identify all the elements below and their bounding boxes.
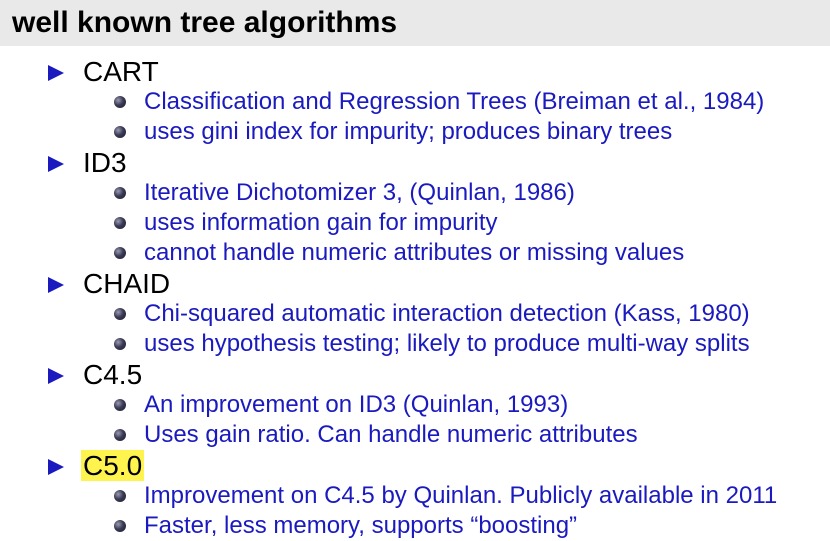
- triangle-bullet-icon: [48, 277, 64, 293]
- sub-item-text: uses information gain for impurity: [144, 209, 498, 236]
- slide-title: well known tree algorithms: [12, 6, 398, 39]
- sub-list-item: Uses gain ratio. Can handle numeric attr…: [0, 420, 830, 450]
- item-label: C4.5: [83, 359, 143, 390]
- triangle-bullet-icon: [48, 459, 64, 475]
- ball-bullet-icon: [114, 308, 126, 320]
- sub-item-text: Classification and Regression Trees (Bre…: [144, 88, 765, 115]
- item-label-highlighted: C5.0: [81, 450, 145, 481]
- slide-title-bar: well known tree algorithms: [0, 0, 830, 46]
- sub-list-item: Classification and Regression Trees (Bre…: [0, 87, 830, 117]
- sub-list-item: uses hypothesis testing; likely to produ…: [0, 329, 830, 359]
- item-label: ID3: [83, 147, 127, 178]
- sub-item-text: Faster, less memory, supports “boosting”: [144, 512, 578, 539]
- list-item-chaid: CHAID Chi-squared automatic interaction …: [0, 268, 830, 359]
- ball-bullet-icon: [114, 490, 126, 502]
- ball-bullet-icon: [114, 520, 126, 532]
- sub-item-text: Uses gain ratio. Can handle numeric attr…: [144, 421, 638, 448]
- ball-bullet-icon: [114, 187, 126, 199]
- sub-item-text: cannot handle numeric attributes or miss…: [144, 239, 685, 266]
- triangle-bullet-icon: [48, 65, 64, 81]
- sub-list-item: An improvement on ID3 (Quinlan, 1993): [0, 390, 830, 420]
- list-item-c45: C4.5 An improvement on ID3 (Quinlan, 199…: [0, 359, 830, 450]
- sub-item-text: uses gini index for impurity; produces b…: [144, 118, 673, 145]
- item-label: CART: [83, 56, 159, 87]
- sub-list-item: Chi-squared automatic interaction detect…: [0, 299, 830, 329]
- ball-bullet-icon: [114, 96, 126, 108]
- sub-list-item: cannot handle numeric attributes or miss…: [0, 238, 830, 268]
- sub-list-item: uses gini index for impurity; produces b…: [0, 117, 830, 147]
- list-item-cart: CART Classification and Regression Trees…: [0, 56, 830, 147]
- ball-bullet-icon: [114, 399, 126, 411]
- list-item-c50: C5.0 Improvement on C4.5 by Quinlan. Pub…: [0, 450, 830, 541]
- sub-item-text: Iterative Dichotomizer 3, (Quinlan, 1986…: [144, 179, 575, 206]
- ball-bullet-icon: [114, 429, 126, 441]
- sub-list-item: uses information gain for impurity: [0, 208, 830, 238]
- sub-item-text: Chi-squared automatic interaction detect…: [144, 300, 750, 327]
- ball-bullet-icon: [114, 338, 126, 350]
- item-label: CHAID: [83, 268, 171, 299]
- sub-item-text: An improvement on ID3 (Quinlan, 1993): [144, 391, 569, 418]
- list-item-id3: ID3 Iterative Dichotomizer 3, (Quinlan, …: [0, 147, 830, 268]
- slide-content: CART Classification and Regression Trees…: [0, 56, 830, 541]
- triangle-bullet-icon: [48, 368, 64, 384]
- triangle-bullet-icon: [48, 156, 64, 172]
- ball-bullet-icon: [114, 217, 126, 229]
- sub-item-text: Improvement on C4.5 by Quinlan. Publicly…: [144, 482, 778, 509]
- sub-list-item: Improvement on C4.5 by Quinlan. Publicly…: [0, 481, 830, 511]
- sub-list-item: Faster, less memory, supports “boosting”: [0, 511, 830, 541]
- sub-item-text: uses hypothesis testing; likely to produ…: [144, 330, 750, 357]
- ball-bullet-icon: [114, 126, 126, 138]
- sub-list-item: Iterative Dichotomizer 3, (Quinlan, 1986…: [0, 178, 830, 208]
- ball-bullet-icon: [114, 247, 126, 259]
